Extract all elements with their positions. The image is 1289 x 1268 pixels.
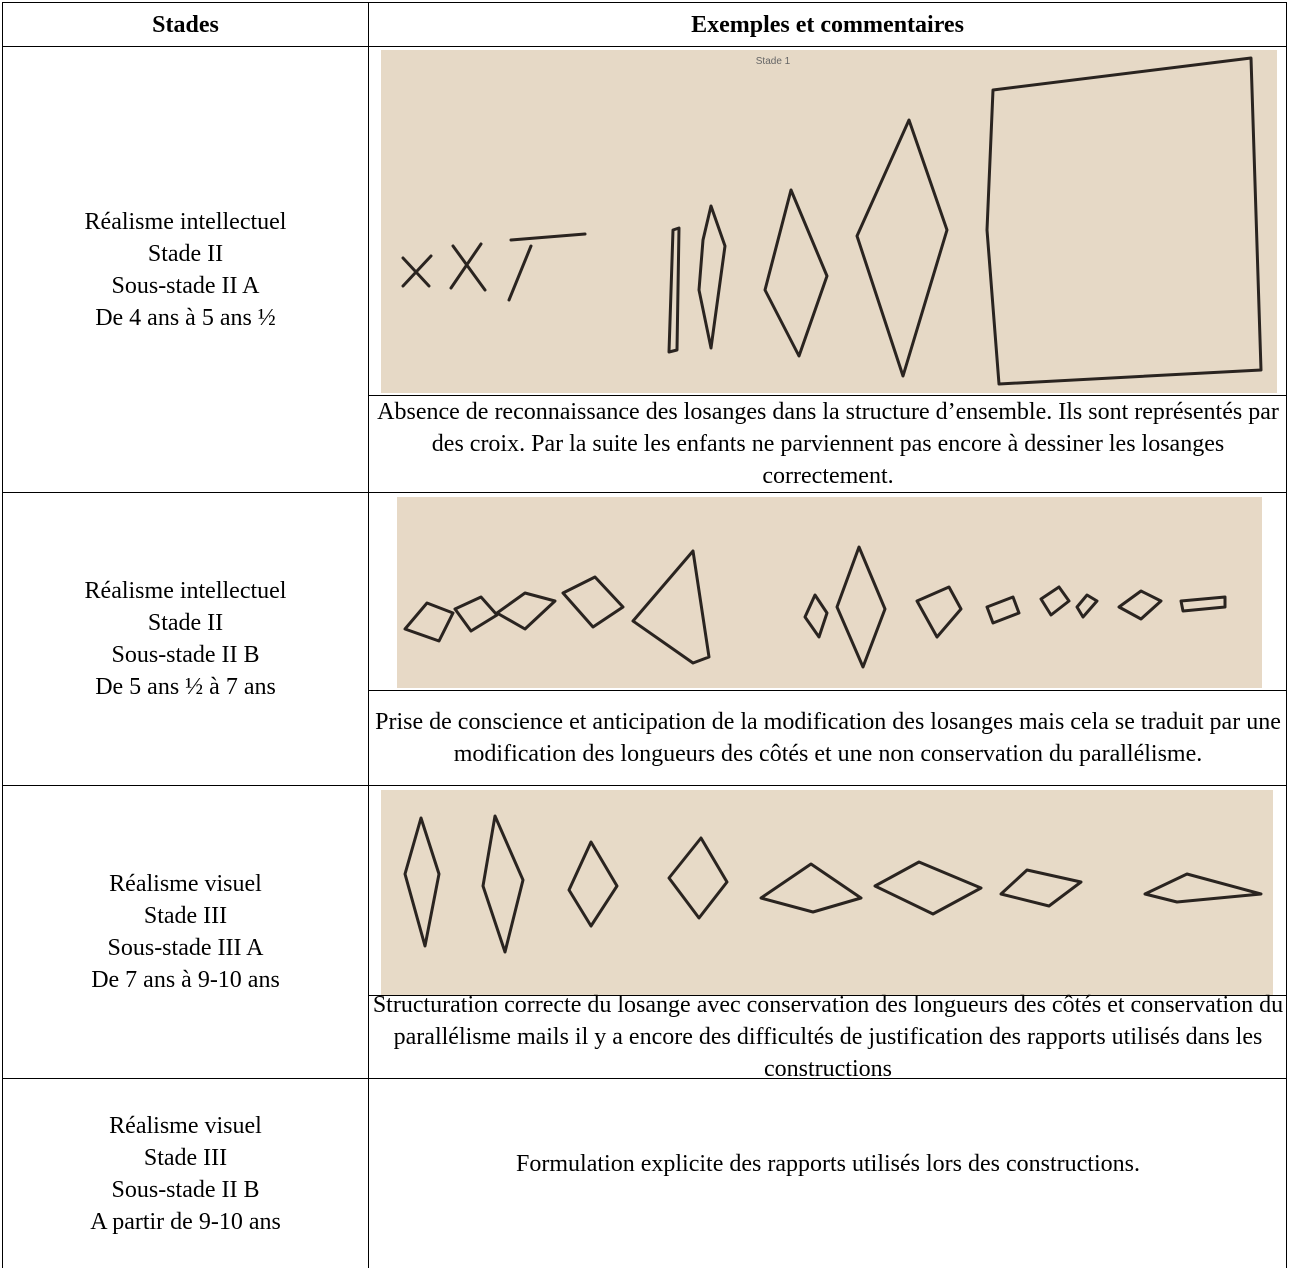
drawing-svg — [381, 790, 1273, 995]
border — [368, 395, 1287, 396]
stage-cell: Réalisme visuel Stade III Sous-stade III… — [3, 786, 368, 1078]
comment-cell: Formulation explicite des rapports utili… — [372, 1079, 1284, 1249]
stage-line: Stade III — [143, 1144, 228, 1171]
comment-cell: Absence de reconnaissance des losanges d… — [372, 396, 1284, 492]
border — [2, 492, 1287, 493]
stage-line: Réalisme visuel — [109, 1112, 262, 1139]
comment-cell: Structuration correcte du losange avec c… — [372, 992, 1284, 1082]
comment: Absence de reconnaissance des losanges d… — [377, 399, 1279, 489]
header: Exemples et commentaires — [691, 11, 964, 38]
stage-cell: Réalisme intellectuel Stade II Sous-stad… — [3, 47, 368, 492]
stage-line: Stade III — [143, 903, 228, 929]
stage-line: Réalisme visuel — [109, 871, 262, 897]
border — [368, 690, 1287, 691]
stage-line: Sous-stade II B — [111, 642, 260, 668]
stage-cell: Réalisme intellectuel Stade II Sous-stad… — [3, 493, 368, 785]
border — [2, 785, 1287, 786]
comment: Structuration correcte du losange avec c… — [372, 992, 1284, 1082]
drawing-svg: Stade 1 — [381, 50, 1277, 393]
stage-line: Réalisme intellectuel — [84, 578, 287, 604]
image-label: Stade 1 — [756, 56, 791, 67]
drawing — [397, 497, 1262, 688]
stage-line: Sous-stade II A — [111, 272, 260, 299]
stage-line: Stade II — [147, 240, 224, 267]
drawing: Stade 1 — [381, 50, 1277, 393]
border — [368, 995, 1287, 996]
drawing-svg — [397, 497, 1262, 688]
header-cell: Stades — [3, 3, 368, 46]
header: Stades — [152, 11, 219, 38]
stage-line: Sous-stade III A — [107, 935, 264, 961]
border — [2, 1078, 1287, 1079]
stage-line: Sous-stade II B — [111, 1176, 260, 1203]
stage-line: Réalisme intellectuel — [84, 208, 287, 235]
border — [2, 46, 1287, 47]
border — [2, 2, 3, 1268]
comment: Formulation explicite des rapports utili… — [516, 1151, 1140, 1177]
drawing — [381, 790, 1273, 995]
header-cell: Exemples et commentaires — [369, 3, 1286, 46]
comment: Prise de conscience et anticipation de l… — [375, 709, 1281, 767]
stage-line: A partir de 9-10 ans — [90, 1208, 281, 1235]
stage-line: De 5 ans ½ à 7 ans — [95, 674, 276, 700]
border — [2, 2, 1287, 3]
border — [1286, 2, 1287, 1268]
comment-cell: Prise de conscience et anticipation de l… — [372, 691, 1284, 785]
stage-line: De 7 ans à 9-10 ans — [91, 967, 280, 993]
stage-cell: Réalisme visuel Stade III Sous-stade II … — [3, 1079, 368, 1268]
border — [368, 2, 369, 1268]
stage-line: Stade II — [147, 610, 224, 636]
stage-line: De 4 ans à 5 ans ½ — [95, 304, 276, 331]
